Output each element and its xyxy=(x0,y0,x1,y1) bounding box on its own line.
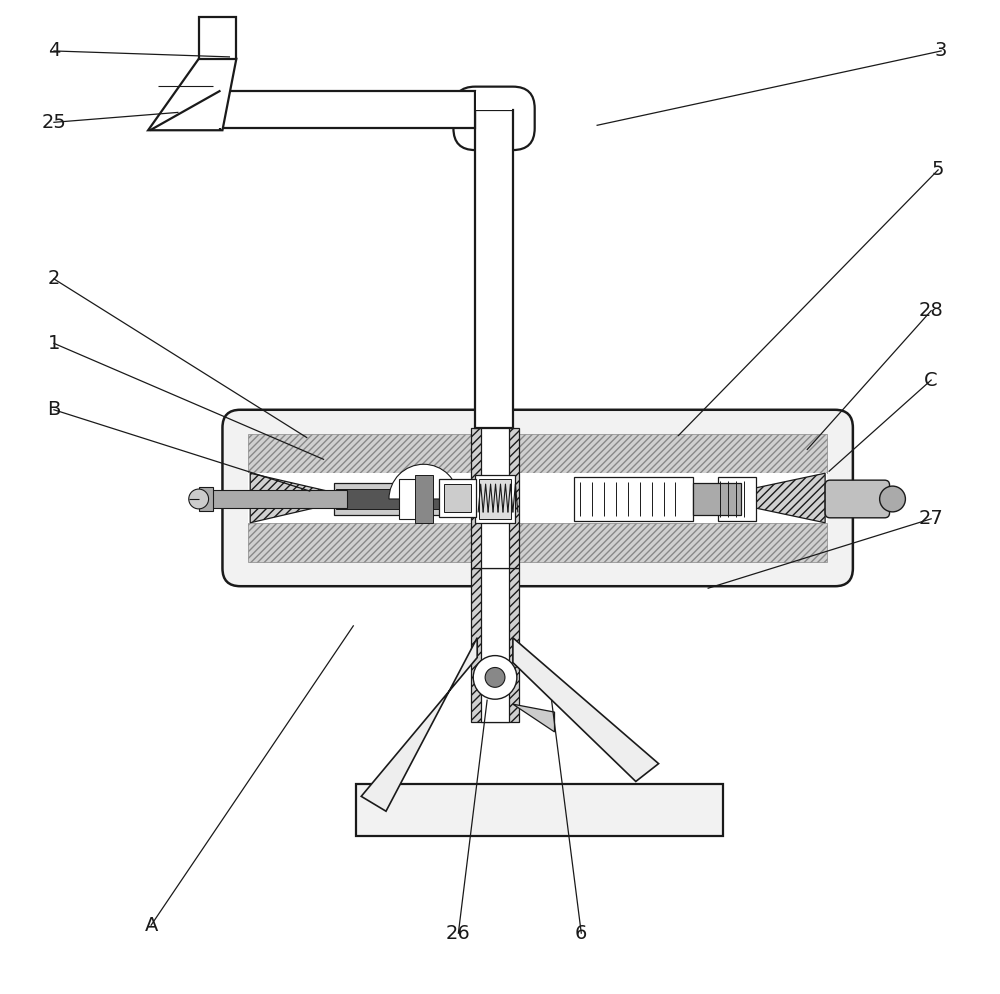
Bar xyxy=(475,110,513,427)
Text: 5: 5 xyxy=(932,160,944,179)
Polygon shape xyxy=(513,638,659,781)
Text: 2: 2 xyxy=(48,269,60,288)
Bar xyxy=(471,427,519,569)
Text: 25: 25 xyxy=(42,112,66,132)
Polygon shape xyxy=(741,473,825,523)
Bar xyxy=(693,483,741,515)
Circle shape xyxy=(485,668,505,687)
Text: 3: 3 xyxy=(935,42,947,61)
Bar xyxy=(334,483,448,515)
Text: 1: 1 xyxy=(48,334,60,353)
Bar xyxy=(574,477,693,521)
Bar xyxy=(471,569,519,722)
FancyBboxPatch shape xyxy=(222,410,853,586)
Bar xyxy=(444,484,471,512)
Bar xyxy=(415,475,433,523)
Bar xyxy=(481,569,509,722)
Polygon shape xyxy=(513,704,555,732)
Circle shape xyxy=(880,486,905,512)
Polygon shape xyxy=(148,59,236,130)
Text: 27: 27 xyxy=(919,509,944,528)
Polygon shape xyxy=(250,473,328,523)
Bar xyxy=(718,477,756,521)
Text: 6: 6 xyxy=(575,923,587,942)
Bar xyxy=(248,473,827,523)
Bar xyxy=(220,90,475,128)
Bar xyxy=(356,784,723,836)
Bar xyxy=(399,479,427,519)
FancyBboxPatch shape xyxy=(825,480,890,518)
Bar xyxy=(476,90,512,110)
Bar xyxy=(479,479,511,519)
Bar xyxy=(336,489,446,509)
Bar xyxy=(248,433,827,473)
Bar xyxy=(199,487,213,511)
Text: A: A xyxy=(144,915,158,934)
Bar xyxy=(481,427,509,569)
Circle shape xyxy=(189,489,209,509)
Polygon shape xyxy=(361,638,477,811)
Bar xyxy=(439,479,476,517)
Wedge shape xyxy=(389,464,458,499)
Bar xyxy=(209,490,347,508)
Text: 26: 26 xyxy=(446,923,471,942)
FancyBboxPatch shape xyxy=(453,86,535,150)
Bar xyxy=(199,17,236,59)
Circle shape xyxy=(473,656,517,699)
Text: 4: 4 xyxy=(48,42,60,61)
Bar xyxy=(475,475,515,523)
Text: B: B xyxy=(47,401,61,419)
Bar xyxy=(248,523,827,563)
Text: C: C xyxy=(924,371,938,390)
Text: 28: 28 xyxy=(919,301,944,320)
